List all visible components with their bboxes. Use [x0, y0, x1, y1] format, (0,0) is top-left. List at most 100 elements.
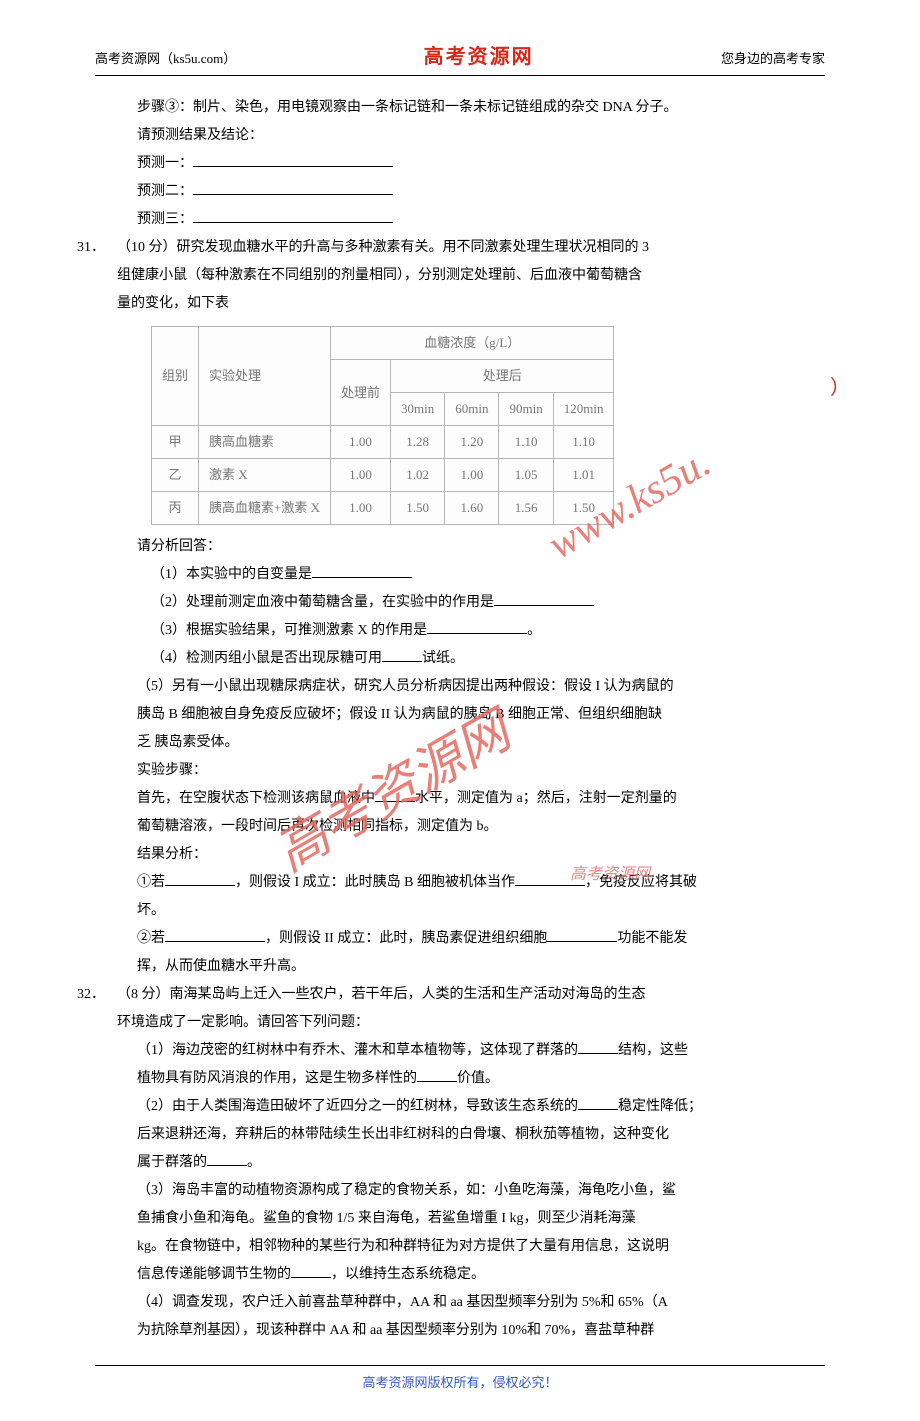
cell-v: 1.28	[391, 426, 445, 459]
cell-v: 1.00	[445, 459, 499, 492]
q31-data-table: 组别 实验处理 血糖浓度（g/L） 处理前 处理后 30min 60min 90…	[151, 326, 614, 525]
th-conc: 血糖浓度（g/L）	[331, 327, 614, 360]
q32-p1c: 植物具有防风消浪的作用，这是生物多样性的 价值。	[95, 1065, 825, 1093]
q32-p2d: 属于群落的 。	[95, 1149, 825, 1177]
th-group: 组别	[152, 327, 199, 426]
predict3-label: 预测三：	[137, 212, 193, 227]
q31-p4a: （4）检测丙组小鼠是否出现尿糖可用	[151, 651, 382, 666]
predict1-blank	[193, 153, 393, 167]
q32-p3d: 信息传递能够调节生物的，以维持生态系统稳定。	[95, 1261, 825, 1289]
table-row: 丙 胰高血糖素+激素 X 1.00 1.50 1.60 1.56 1.50	[152, 492, 614, 525]
q31-stem-line2: 组健康小鼠（每种激素在不同组别的剂量相同），分别测定处理前、后血液中葡萄糖含	[95, 262, 825, 290]
document-body: 步骤③：制片、染色，用电镜观察由一条标记链和一条未标记链组成的杂交 DNA 分子…	[95, 94, 825, 1345]
table-row: 乙 激素 X 1.00 1.02 1.00 1.05 1.01	[152, 459, 614, 492]
page-container: 高考资源网（ks5u.com） 高考资源网 您身边的高考专家 步骤③：制片、染色…	[0, 0, 920, 1421]
q32-p3-blank	[291, 1264, 331, 1278]
cell-treat: 激素 X	[199, 459, 331, 492]
q32-p2e: 。	[247, 1155, 261, 1170]
q31-number: 31．	[77, 234, 105, 262]
header-center-logo: 高考资源网	[424, 40, 534, 69]
cell-v: 1.50	[391, 492, 445, 525]
q31-p5-2: 胰岛 B 细胞被自身免疫反应破坏；假设 II 认为病鼠的胰岛 B 细胞正常、但组…	[95, 701, 825, 729]
th-120: 120min	[553, 393, 614, 426]
q31-p3: （3）根据实验结果，可推测激素 X 的作用是。	[95, 617, 825, 645]
q31-r1b: ，则假设 I 成立：此时胰岛 B 细胞被机体当作	[235, 875, 515, 890]
cell-v: 1.56	[499, 492, 553, 525]
cell-group: 乙	[152, 459, 199, 492]
q32-p1c-text: 植物具有防风消浪的作用，这是生物多样性的	[137, 1071, 417, 1086]
q31-r1c: ，免疫反应将其破	[585, 875, 697, 890]
q30-step3: 步骤③：制片、染色，用电镜观察由一条标记链和一条未标记链组成的杂交 DNA 分子…	[95, 94, 825, 122]
q31-r1-blank2	[515, 872, 585, 886]
cell-before: 1.00	[331, 459, 391, 492]
q31-r2b: ，则假设 II 成立：此时，胰岛素促进组织细胞	[265, 931, 547, 946]
q31-step-b: 葡萄糖溶液，一段时间后再次检测相同指标，测定值为 b。	[95, 813, 825, 841]
q32-p2d-text: 属于群落的	[137, 1155, 207, 1170]
q31-p2-text: （2）处理前测定血液中葡萄糖含量，在实验中的作用是	[151, 595, 494, 610]
q31-p2-blank	[494, 592, 594, 606]
th-60: 60min	[445, 393, 499, 426]
red-paren-icon: ）	[830, 368, 850, 408]
q31-p3-text: （3）根据实验结果，可推测激素 X 的作用是	[151, 623, 427, 638]
q31-stem-line3: 量的变化，如下表	[95, 290, 825, 318]
q31-step-a2: 水平，测定值为 a；然后，注射一定剂量的	[415, 791, 677, 806]
q31-r2c: 功能不能发	[617, 931, 687, 946]
q32-p1-blank2	[417, 1068, 457, 1082]
q32-number: 32．	[77, 981, 105, 1009]
predict2-label: 预测二：	[137, 184, 193, 199]
q32-stem1: （8 分）南海某岛屿上迁入一些农户，若干年后，人类的生活和生产活动对海岛的生态	[117, 987, 646, 1002]
cell-v: 1.01	[553, 459, 614, 492]
th-30: 30min	[391, 393, 445, 426]
q31-r2d: 挥，从而使血糖水平升高。	[95, 953, 825, 981]
q32-p1-blank1	[578, 1040, 618, 1054]
q32-p1b: 结构，这些	[618, 1043, 688, 1058]
q31-step-a: 首先，在空腹状态下检测该病鼠血液中 水平，测定值为 a；然后，注射一定剂量的	[95, 785, 825, 813]
q31-p5-1: （5）另有一小鼠出现糖尿病症状，研究人员分析病因提出两种假设：假设 I 认为病鼠…	[95, 673, 825, 701]
q32-p3a: （3）海岛丰富的动植物资源构成了稳定的食物关系，如：小鱼吃海藻，海龟吃小鱼，鲨	[95, 1177, 825, 1205]
q32-p2b: 稳定性降低；	[618, 1099, 702, 1114]
q31-p1-text: （1）本实验中的自变量是	[151, 567, 312, 582]
th-90: 90min	[499, 393, 553, 426]
q31-p4b: 试纸。	[422, 651, 464, 666]
q30-predict-prompt: 请预测结果及结论：	[95, 122, 825, 150]
q32-p4b: 为抗除草剂基因），现该种群中 AA 和 aa 基因型频率分别为 10%和 70%…	[95, 1317, 825, 1345]
q31-step-a1: 首先，在空腹状态下检测该病鼠血液中	[137, 791, 375, 806]
q32-p2c: 后来退耕还海，弃耕后的林带陆续生长出非红树科的白骨壤、桐秋茄等植物，这种变化	[95, 1121, 825, 1149]
q31-r2-blank1	[165, 928, 265, 942]
page-header: 高考资源网（ks5u.com） 高考资源网 您身边的高考专家	[95, 40, 825, 76]
cell-treat: 胰高血糖素	[199, 426, 331, 459]
cell-v: 1.10	[553, 426, 614, 459]
q31-p2: （2）处理前测定血液中葡萄糖含量，在实验中的作用是	[95, 589, 825, 617]
q31-stem-line1: 31． （10 分）研究发现血糖水平的升高与多种激素有关。用不同激素处理生理状况…	[95, 234, 825, 262]
q32-p2-blank2	[207, 1152, 247, 1166]
cell-group: 丙	[152, 492, 199, 525]
q32-p2-blank1	[578, 1096, 618, 1110]
q32-p1d: 价值。	[457, 1071, 499, 1086]
predict3-blank	[193, 209, 393, 223]
q31-stem1: （10 分）研究发现血糖水平的升高与多种激素有关。用不同激素处理生理状况相同的 …	[117, 240, 649, 255]
header-left: 高考资源网（ks5u.com）	[95, 48, 236, 67]
q30-predict-1: 预测一：	[95, 150, 825, 178]
th-treat: 实验处理	[199, 327, 331, 426]
q31-step-a-blank	[375, 788, 415, 802]
q31-p3-blank	[427, 620, 527, 634]
q31-r2-blank2	[547, 928, 617, 942]
q31-p1-blank	[312, 564, 412, 578]
q32-p2a: （2）由于人类围海造田破坏了近四分之一的红树林，导致该生态系统的稳定性降低；	[95, 1093, 825, 1121]
table-row: 甲 胰高血糖素 1.00 1.28 1.20 1.10 1.10	[152, 426, 614, 459]
q32-stem-line1: 32． （8 分）南海某岛屿上迁入一些农户，若干年后，人类的生活和生产活动对海岛…	[95, 981, 825, 1009]
cell-v: 1.10	[499, 426, 553, 459]
predict1-label: 预测一：	[137, 156, 193, 171]
q31-p4: （4）检测丙组小鼠是否出现尿糖可用 试纸。	[95, 645, 825, 673]
cell-before: 1.00	[331, 492, 391, 525]
q32-p3d-text: 信息传递能够调节生物的	[137, 1267, 291, 1282]
q31-r1d: 坏。	[95, 897, 825, 925]
q31-p5-3: 乏 胰岛素受体。	[95, 729, 825, 757]
cell-v: 1.60	[445, 492, 499, 525]
predict2-blank	[193, 181, 393, 195]
cell-v: 1.20	[445, 426, 499, 459]
cell-v: 1.50	[553, 492, 614, 525]
q32-p3b: 鱼捕食小鱼和海龟。鲨鱼的食物 1/5 来自海龟，若鲨鱼增重 I kg，则至少消耗…	[95, 1205, 825, 1233]
cell-v: 1.05	[499, 459, 553, 492]
header-right: 您身边的高考专家	[721, 48, 825, 67]
